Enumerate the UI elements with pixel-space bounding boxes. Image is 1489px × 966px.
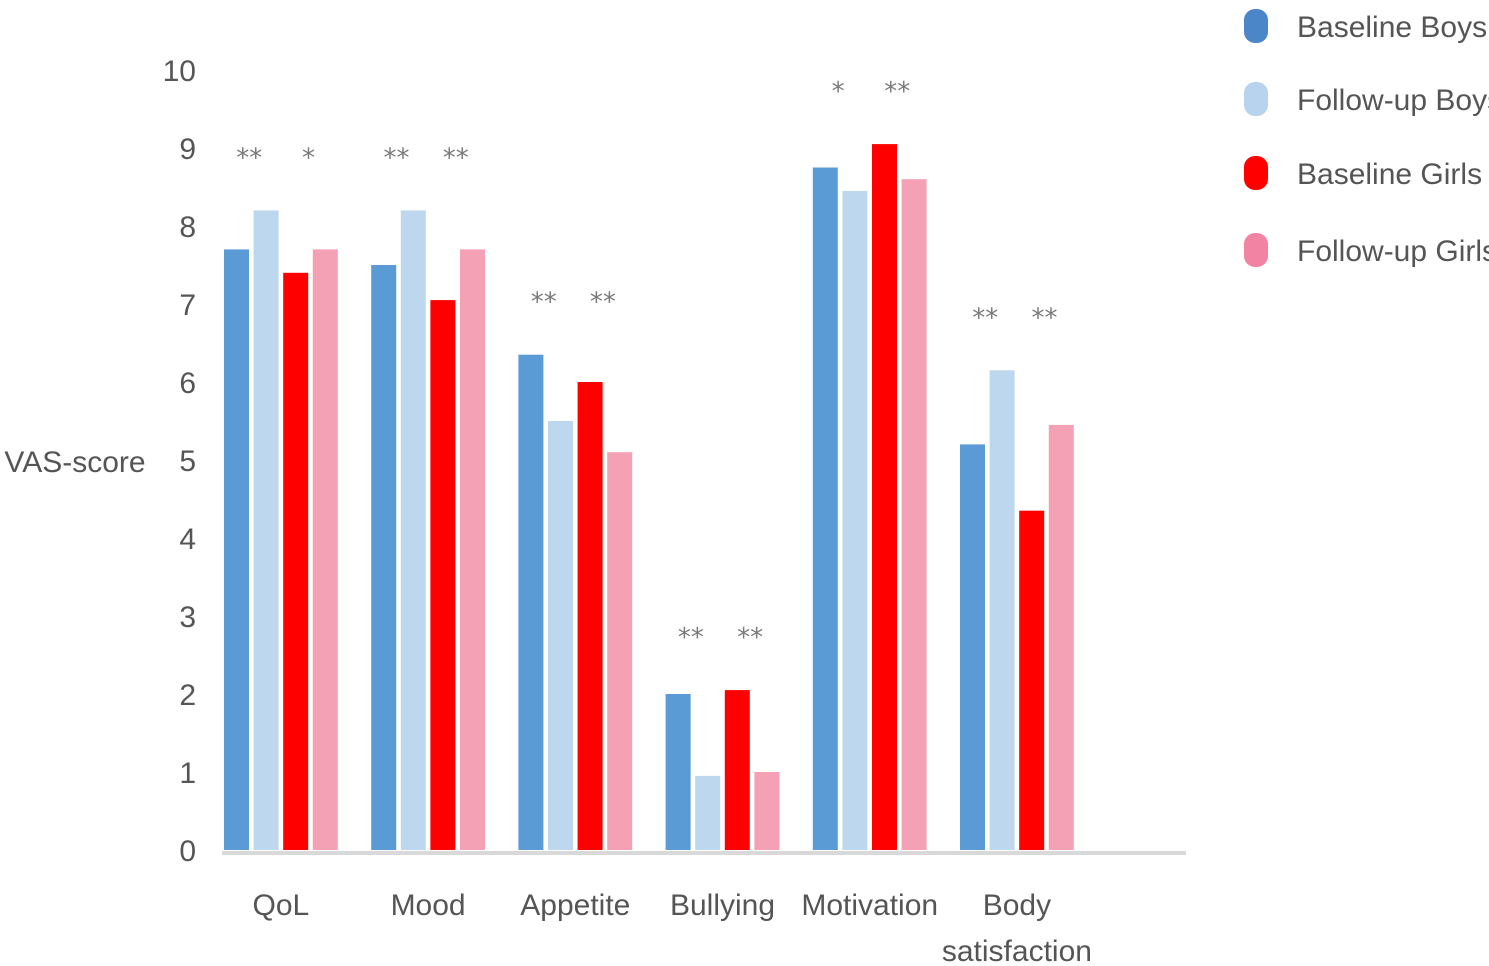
significance-girls: **: [737, 623, 763, 653]
bar-baseline-girls-bullying: [724, 690, 750, 850]
legend-marker: [1244, 82, 1268, 116]
bar-baseline-boys-bullying: [665, 694, 691, 850]
significance-boys: **: [236, 143, 262, 173]
legend-label: Follow-up Girls: [1297, 235, 1489, 268]
significance-girls: **: [1032, 303, 1058, 333]
bar-baseline-girls-motivation: [872, 144, 897, 851]
legend-label: Follow-up Boys: [1297, 84, 1489, 117]
y-tick-label: 9: [179, 133, 196, 166]
y-tick-label: 5: [179, 445, 196, 478]
significance-annotations: ** * ** **** **** *** **** **: [236, 77, 1057, 653]
bar-baseline-boys-appetite: [518, 354, 544, 850]
bars-layer: [224, 144, 1074, 851]
legend-marker: [1244, 156, 1268, 190]
category-label: Body: [983, 889, 1051, 922]
significance-girls: **: [590, 288, 616, 318]
bar-follow-up-girls-body-satisfaction: [1048, 424, 1074, 850]
bar-follow-up-boys-qol: [253, 210, 279, 850]
legend-label: Baseline Boys: [1297, 11, 1487, 44]
legend-marker: [1244, 9, 1268, 43]
bar-baseline-girls-appetite: [577, 382, 603, 850]
bar-baseline-girls-body-satisfaction: [1019, 510, 1045, 850]
significance-boys: **: [678, 623, 704, 653]
legend-label: Baseline Girls: [1297, 158, 1482, 191]
y-tick-label: 4: [179, 523, 196, 556]
category-label: Bullying: [670, 889, 775, 922]
y-tick-label: 0: [179, 835, 196, 868]
y-tick-label: 1: [179, 757, 196, 790]
y-axis-label: VAS-score: [4, 446, 145, 479]
bar-follow-up-girls-bullying: [754, 772, 780, 850]
y-tick-label: 8: [179, 211, 196, 244]
bar-follow-up-girls-mood: [460, 249, 485, 850]
bar-follow-up-boys-bullying: [695, 775, 721, 850]
y-tick-label: 3: [179, 601, 196, 634]
bar-baseline-girls-qol: [283, 272, 309, 850]
significance-boys: **: [531, 288, 557, 318]
legend-marker: [1244, 233, 1268, 267]
bar-follow-up-boys-body-satisfaction: [989, 370, 1015, 850]
bar-baseline-boys-mood: [371, 265, 397, 850]
significance-girls: **: [884, 77, 910, 107]
significance-boys: **: [384, 143, 410, 173]
bar-follow-up-girls-qol: [312, 249, 338, 850]
y-tick-label: 2: [179, 679, 196, 712]
bar-baseline-boys-qol: [224, 249, 249, 850]
bar-follow-up-boys-motivation: [842, 190, 868, 850]
bar-follow-up-girls-motivation: [901, 179, 927, 850]
significance-boys: *: [832, 77, 845, 107]
category-label: Appetite: [520, 889, 630, 922]
bar-baseline-boys-body-satisfaction: [960, 444, 985, 850]
category-label: QoL: [253, 889, 310, 922]
y-tick-labels: 0 1 2 3 4 5 6 7 8 9 10: [163, 55, 196, 868]
significance-boys: **: [972, 303, 998, 333]
bar-follow-up-boys-mood: [400, 210, 426, 850]
significance-girls: *: [302, 143, 315, 173]
y-tick-label: 10: [163, 55, 196, 88]
category-labels: QoL Mood Appetite Bullying Motivation Body sat…: [253, 889, 1092, 966]
legend: Baseline Boys Follow-up Boys Baseline Girl…: [1244, 9, 1489, 268]
category-label: Motivation: [801, 889, 938, 922]
bar-follow-up-girls-appetite: [607, 452, 633, 850]
bar-follow-up-boys-appetite: [548, 421, 573, 850]
category-label: Mood: [391, 889, 466, 922]
bar-baseline-girls-mood: [430, 300, 456, 851]
category-label: satisfaction: [942, 935, 1092, 966]
y-tick-label: 7: [179, 289, 196, 322]
bar-baseline-boys-motivation: [812, 167, 838, 850]
significance-girls: **: [443, 143, 469, 173]
y-tick-label: 6: [179, 367, 196, 400]
